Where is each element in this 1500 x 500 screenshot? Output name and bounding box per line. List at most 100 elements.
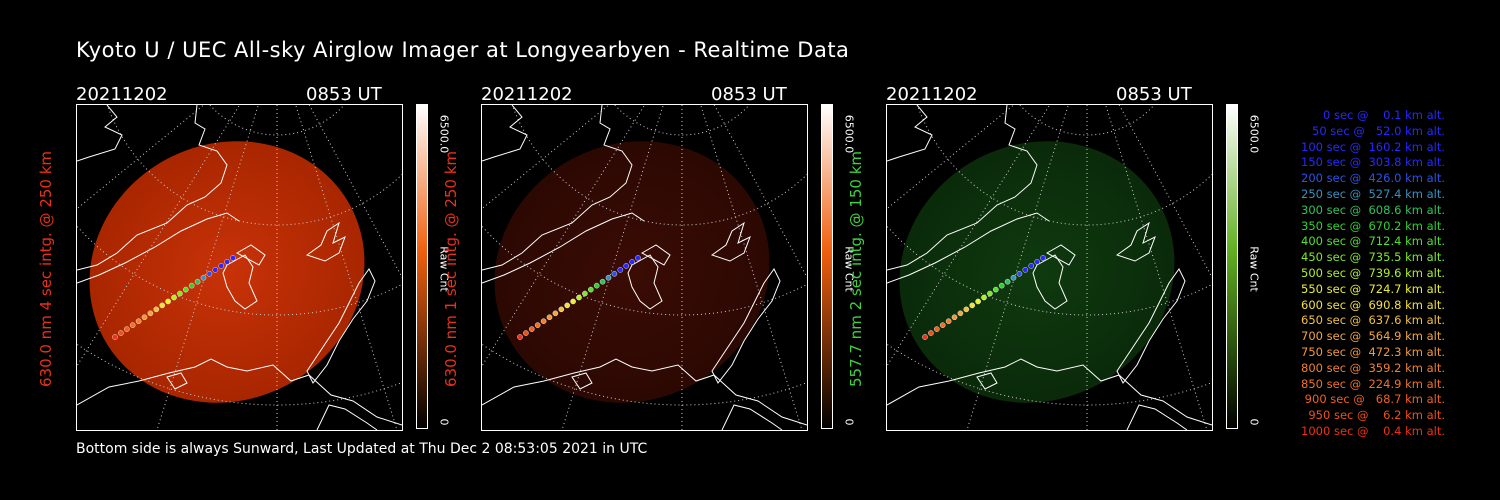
trajectory-point xyxy=(969,302,975,309)
trajectory-point xyxy=(617,267,624,273)
filter-label: 630.0 nm 4 sec intg. @ 250 km xyxy=(37,150,55,388)
panel-time: 0853 UT xyxy=(1116,84,1192,105)
trajectory-point xyxy=(934,326,940,332)
trajectory-point xyxy=(611,270,618,277)
map-svg xyxy=(887,105,1212,430)
trajectory-point xyxy=(552,310,559,317)
legend-entry: 550 sec @ 724.7 km alt. xyxy=(1297,281,1445,296)
coastlines xyxy=(482,105,807,430)
trajectory-point xyxy=(588,286,594,293)
legend-entry: 850 sec @ 224.9 km alt. xyxy=(1297,376,1445,391)
legend-entry: 1000 sec @ 0.4 km alt. xyxy=(1301,423,1445,438)
color-bar xyxy=(821,104,833,429)
trajectory-point xyxy=(1016,270,1023,277)
legend-entry: 700 sec @ 564.9 km alt. xyxy=(1297,329,1445,344)
lat-lon-grid xyxy=(77,105,402,430)
legend-entry: 100 sec @ 160.2 km alt. xyxy=(1297,139,1445,154)
trajectory-point xyxy=(141,314,148,321)
trajectory-point xyxy=(200,274,207,281)
trajectory-point xyxy=(183,286,189,293)
color-bar-max: 6500.0 xyxy=(437,114,451,154)
airglow-panel-2: 20211202 0853 UT 630.0 nm 1 sec intg. @ … xyxy=(442,84,901,434)
trajectory-point xyxy=(922,334,928,340)
legend-entry: 50 sec @ 52.0 km alt. xyxy=(1304,123,1445,138)
legend-entry: 0 sec @ 0.1 km alt. xyxy=(1312,108,1445,122)
trajectory-point xyxy=(540,318,547,324)
panel-date: 20211202 xyxy=(886,84,978,105)
trajectory-point xyxy=(593,282,600,289)
airglow-disk xyxy=(494,141,770,403)
map-svg xyxy=(77,105,402,430)
trajectory-point xyxy=(1034,259,1040,265)
trajectory-point xyxy=(165,298,171,305)
legend-entry: 400 sec @ 712.4 km alt. xyxy=(1297,234,1445,249)
color-bar xyxy=(416,104,428,429)
legend-entry: 600 sec @ 690.8 km alt. xyxy=(1297,297,1445,312)
map-svg xyxy=(482,105,807,430)
trajectory-point xyxy=(188,282,195,289)
trajectory-point xyxy=(153,306,160,313)
legend-entry: 450 sec @ 735.5 km alt. xyxy=(1297,250,1445,265)
trajectory-point xyxy=(129,322,136,328)
trajectory-point xyxy=(112,334,118,340)
airglow-disk xyxy=(899,141,1175,403)
trajectory-point xyxy=(147,310,154,317)
trajectory-point xyxy=(529,326,535,332)
trajectory-point xyxy=(576,294,582,301)
allsky-image xyxy=(76,104,403,431)
trajectory-point xyxy=(230,255,236,261)
page-title: Kyoto U / UEC All-sky Airglow Imager at … xyxy=(76,38,850,62)
trajectory-point xyxy=(945,318,952,324)
trajectory-point xyxy=(1010,274,1017,281)
legend-entry: 900 sec @ 68.7 km alt. xyxy=(1301,392,1445,407)
trajectory-point xyxy=(206,270,213,277)
panel-date: 20211202 xyxy=(481,84,573,105)
panel-time: 0853 UT xyxy=(306,84,382,105)
trajectory-point xyxy=(975,298,981,305)
trajectory-point xyxy=(963,306,970,313)
trajectory-point xyxy=(177,290,183,297)
filter-label: 557.7 nm 2 sec intg. @ 150 km xyxy=(847,150,865,388)
legend-entry: 650 sec @ 637.6 km alt. xyxy=(1297,313,1445,328)
legend-entry: 200 sec @ 426.0 km alt. xyxy=(1297,171,1445,186)
color-bar-min: 0 xyxy=(437,418,451,426)
trajectory-point xyxy=(159,302,165,309)
trajectory-point xyxy=(564,302,570,309)
trajectory-point xyxy=(558,306,565,313)
legend-entry: 300 sec @ 608.6 km alt. xyxy=(1297,202,1445,217)
color-bar-min: 0 xyxy=(842,418,856,426)
airglow-disk xyxy=(89,141,365,403)
legend-entry: 500 sec @ 739.6 km alt. xyxy=(1297,265,1445,280)
trajectory-point xyxy=(124,326,130,332)
trajectory-point xyxy=(623,263,629,269)
trajectory-point xyxy=(1004,278,1011,285)
legend-entry: 800 sec @ 359.2 km alt. xyxy=(1297,360,1445,375)
legend-entry: 750 sec @ 472.3 km alt. xyxy=(1297,344,1445,359)
trajectory-point xyxy=(1040,255,1046,261)
airglow-panel-3: 20211202 0853 UT 557.7 nm 2 sec intg. @ … xyxy=(847,84,1306,434)
update-footer: Bottom side is always Sunward, Last Upda… xyxy=(76,441,648,457)
color-bar xyxy=(1226,104,1238,429)
time-altitude-legend: 0 sec @ 0.1 km alt. 50 sec @ 52.0 km alt… xyxy=(1255,108,1445,440)
trajectory-point xyxy=(993,286,999,293)
trajectory-point xyxy=(118,330,124,336)
trajectory-point xyxy=(135,318,142,324)
lat-lon-grid xyxy=(482,105,807,430)
legend-entry: 150 sec @ 303.8 km alt. xyxy=(1297,155,1445,170)
trajectory xyxy=(922,255,1046,340)
trajectory-point xyxy=(998,282,1005,289)
trajectory-point xyxy=(939,322,946,328)
trajectory xyxy=(517,255,641,340)
lat-lon-grid xyxy=(887,105,1212,430)
trajectory-point xyxy=(212,267,219,273)
trajectory-point xyxy=(599,278,606,285)
trajectory-point xyxy=(570,298,576,305)
coastlines xyxy=(887,105,1212,430)
trajectory-point xyxy=(981,294,987,301)
trajectory-point xyxy=(605,274,612,281)
legend-entry: 350 sec @ 670.2 km alt. xyxy=(1297,218,1445,233)
trajectory-point xyxy=(218,263,224,269)
airglow-panel-1: 20211202 0853 UT 630.0 nm 4 sec intg. @ … xyxy=(37,84,496,434)
trajectory-point xyxy=(534,322,541,328)
trajectory-point xyxy=(635,255,641,261)
